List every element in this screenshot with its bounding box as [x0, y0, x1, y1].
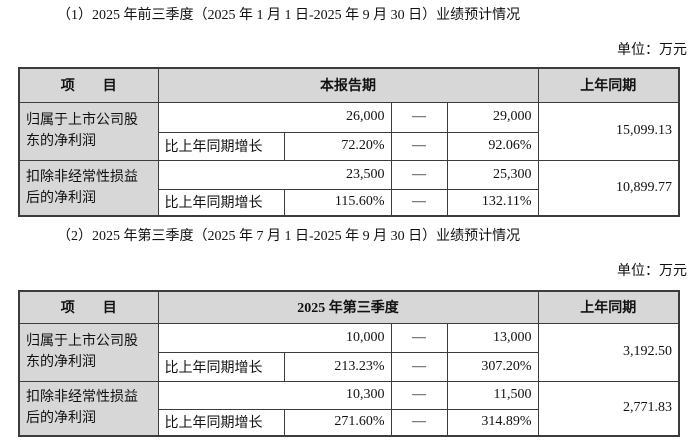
table-row: 比上年同期增长 115.60% — 132.11% — [19, 188, 679, 217]
row-label-non-recurring: 扣除非经常性损益后的净利润 — [18, 159, 159, 217]
prior-period-value: 10,899.77 — [537, 159, 680, 217]
forecast-high: 25,300 — [446, 159, 539, 190]
growth-low: 271.60% — [283, 408, 392, 437]
prior-period-value: 3,192.50 — [537, 322, 680, 382]
growth-high: 132.11% — [446, 188, 539, 217]
growth-low: 213.23% — [283, 351, 392, 382]
table-row: 扣除非经常性损益后的净利润 23,500 — 25,300 10,899.77 — [18, 159, 680, 217]
header-item: 项 目 — [18, 290, 159, 324]
growth-high: 314.89% — [446, 408, 539, 437]
header-prior: 上年同期 — [537, 67, 680, 103]
table-row: 归属于上市公司股东的净利润 10,000 — 13,000 3,192.50 — [18, 322, 680, 382]
table-row: 扣除非经常性损益后的净利润 10,300 — 11,500 2,771.83 — [18, 380, 680, 437]
prior-period-value: 15,099.13 — [537, 101, 680, 161]
range-dash: — — [390, 159, 448, 190]
growth-label: 比上年同期增长 — [157, 131, 285, 161]
header-period: 本报告期 — [157, 67, 539, 103]
prior-period-value: 2,771.83 — [537, 380, 680, 437]
section-2-heading: （2）2025 年第三季度（2025 年 7 月 1 日-2025 年 9 月 … — [57, 229, 521, 244]
forecast-low: 26,000 — [157, 101, 392, 133]
growth-low: 115.60% — [283, 188, 392, 217]
table-row: 归属于上市公司股东的净利润 26,000 — 29,000 15,099.13 — [18, 101, 680, 161]
table-header-row: 项 目 2025 年第三季度 上年同期 — [18, 290, 680, 324]
forecast-low: 10,300 — [157, 380, 392, 410]
growth-high: 92.06% — [446, 131, 539, 161]
forecast-low: 23,500 — [157, 159, 392, 190]
table-header-row: 项 目 本报告期 上年同期 — [18, 67, 680, 103]
range-dash: — — [390, 101, 448, 133]
ytd-forecast-table: 项 目 本报告期 上年同期 归属于上市公司股东的净利润 26,000 — 29,… — [18, 67, 680, 217]
row-label-net-profit: 归属于上市公司股东的净利润 — [18, 101, 159, 161]
q3-forecast-table: 项 目 2025 年第三季度 上年同期 归属于上市公司股东的净利润 10,000… — [18, 290, 680, 437]
table-row: 比上年同期增长 72.20% — 92.06% — [19, 131, 679, 161]
header-period: 2025 年第三季度 — [157, 290, 539, 324]
table-row: 比上年同期增长 213.23% — 307.20% — [19, 351, 679, 382]
row-label-net-profit: 归属于上市公司股东的净利润 — [18, 322, 159, 382]
table-row: 比上年同期增长 271.60% — 314.89% — [19, 408, 679, 437]
range-dash: — — [390, 322, 448, 353]
range-dash: — — [390, 351, 448, 382]
growth-high: 307.20% — [446, 351, 539, 382]
header-item: 项 目 — [18, 67, 159, 103]
section-1-heading: （1）2025 年前三季度（2025 年 1 月 1 日-2025 年 9 月 … — [57, 8, 521, 23]
unit-label-2: 单位：万元 — [617, 264, 687, 279]
forecast-high: 29,000 — [446, 101, 539, 133]
forecast-high: 13,000 — [446, 322, 539, 353]
growth-label: 比上年同期增长 — [157, 408, 285, 437]
range-dash: — — [390, 408, 448, 437]
range-dash: — — [390, 188, 448, 217]
range-dash: — — [390, 380, 448, 410]
forecast-high: 11,500 — [446, 380, 539, 410]
growth-label: 比上年同期增长 — [157, 188, 285, 217]
forecast-low: 10,000 — [157, 322, 392, 353]
growth-label: 比上年同期增长 — [157, 351, 285, 382]
growth-low: 72.20% — [283, 131, 392, 161]
row-label-non-recurring: 扣除非经常性损益后的净利润 — [18, 380, 159, 437]
header-prior: 上年同期 — [537, 290, 680, 324]
unit-label-1: 单位：万元 — [617, 43, 687, 58]
range-dash: — — [390, 131, 448, 161]
